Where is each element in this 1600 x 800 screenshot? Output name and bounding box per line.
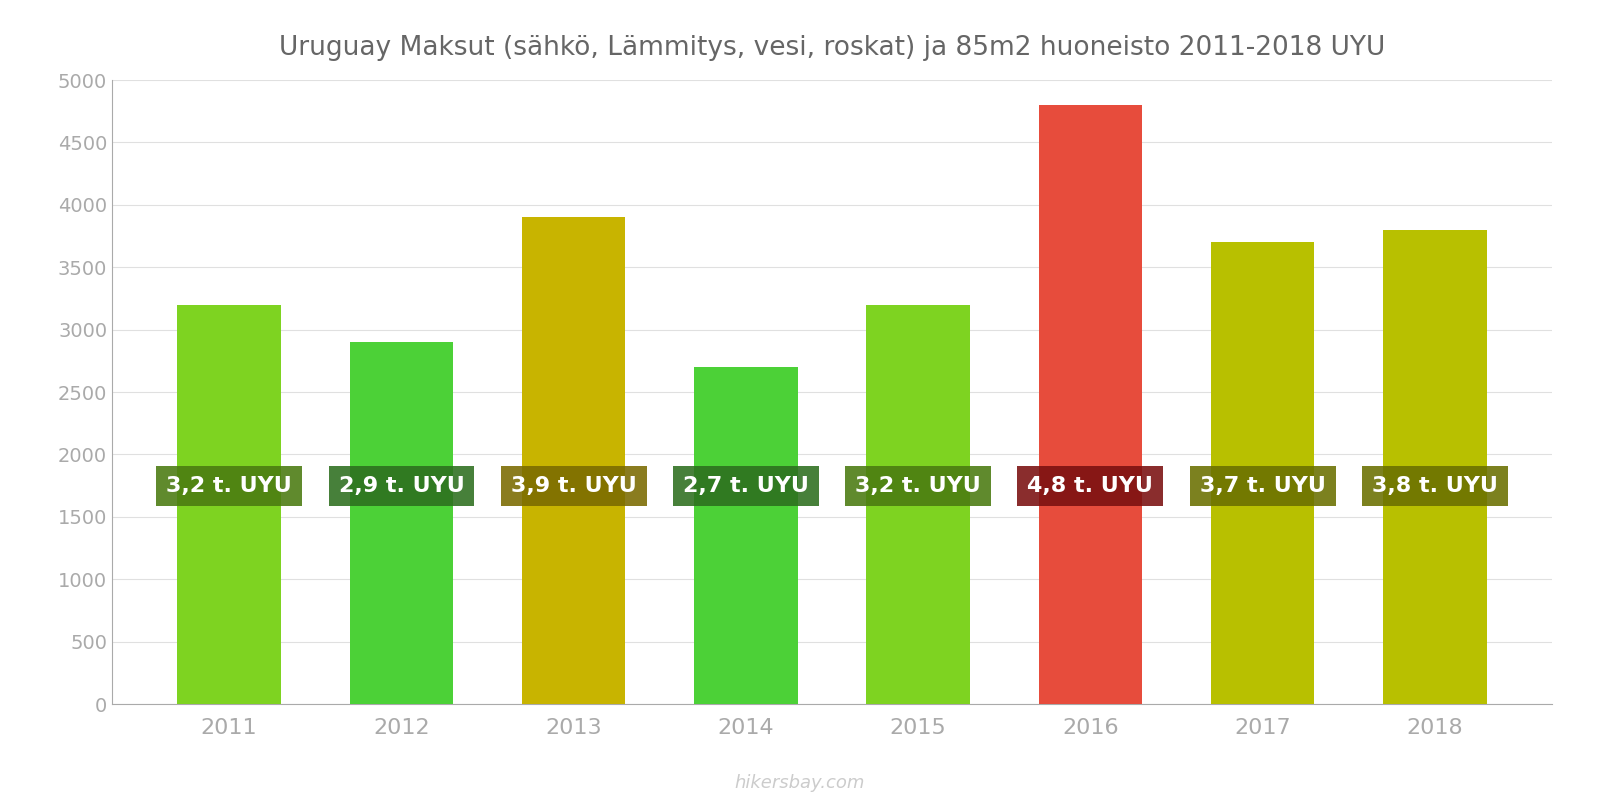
Bar — [1038, 105, 1142, 704]
Bar — [178, 305, 282, 704]
Text: 3,2 t. UYU: 3,2 t. UYU — [856, 475, 981, 495]
Text: 3,2 t. UYU: 3,2 t. UYU — [166, 475, 293, 495]
Bar — [694, 367, 797, 704]
Bar — [350, 342, 453, 704]
Bar — [1211, 242, 1314, 704]
Bar — [522, 218, 626, 704]
Text: hikersbay.com: hikersbay.com — [734, 774, 866, 792]
Text: 2,7 t. UYU: 2,7 t. UYU — [683, 475, 810, 495]
Text: 3,8 t. UYU: 3,8 t. UYU — [1371, 475, 1498, 495]
Text: 3,9 t. UYU: 3,9 t. UYU — [510, 475, 637, 495]
Text: 4,8 t. UYU: 4,8 t. UYU — [1027, 475, 1154, 495]
Text: 3,7 t. UYU: 3,7 t. UYU — [1200, 475, 1325, 495]
Text: 2,9 t. UYU: 2,9 t. UYU — [339, 475, 464, 495]
Title: Uruguay Maksut (sähkö, Lämmitys, vesi, roskat) ja 85m2 huoneisto 2011-2018 UYU: Uruguay Maksut (sähkö, Lämmitys, vesi, r… — [278, 35, 1386, 61]
Bar — [867, 305, 970, 704]
Bar — [1382, 230, 1486, 704]
